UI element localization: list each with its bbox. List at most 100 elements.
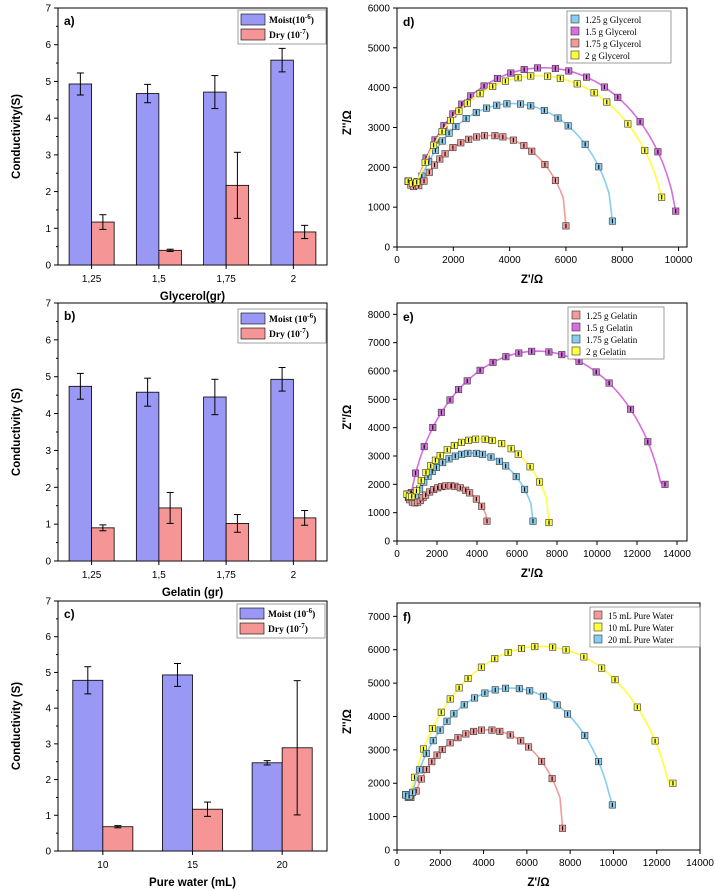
x-tick-label: 1,5: [152, 274, 166, 285]
legend-swatch: [240, 312, 266, 325]
legend-label-exponent: -7: [299, 622, 305, 630]
y-tick-label: 7000: [368, 338, 391, 349]
y-tick-label: 2000: [368, 480, 391, 491]
y-tick-label: 5000: [368, 43, 391, 54]
legend-label: 2 g Glycerol: [585, 51, 630, 61]
y-tick-label: 6: [45, 632, 51, 643]
fit-curve: [406, 452, 534, 522]
x-tick-label: 1,5: [152, 570, 166, 581]
legend-label-close: ): [306, 329, 309, 340]
x-tick-label: 0: [394, 549, 400, 560]
bar: [68, 83, 93, 266]
x-tick-label: 8000: [611, 255, 634, 266]
x-tick-label: 1,75: [216, 570, 236, 581]
legend-label: 1.75 g Gelatin: [586, 335, 638, 345]
legend-marker: [571, 322, 581, 332]
legend-label: 10 mL Pure Water: [608, 623, 674, 633]
bar: [203, 396, 227, 562]
x-tick-label: 8000: [559, 858, 582, 869]
legend-label-exponent: -7: [300, 28, 306, 36]
legend-label: Moist (10-6): [269, 312, 316, 325]
legend-swatch: [240, 327, 266, 340]
legend-marker: [570, 38, 580, 48]
legend-marker: [570, 50, 580, 60]
y-tick-label: 0: [384, 846, 390, 857]
bar: [270, 59, 294, 266]
y-axis-label: Z''/Ω: [342, 110, 354, 135]
x-tick-label: 6000: [555, 255, 578, 266]
y-axis-label: Conductivity (S): [11, 388, 23, 476]
y-tick-label: 0: [45, 261, 51, 272]
legend-label-close: ): [305, 624, 308, 635]
legend-label-close: ): [306, 30, 309, 41]
x-tick-label: 10000: [583, 549, 611, 560]
legend-label-exponent: -6: [305, 13, 311, 21]
legend-label: 15 mL Pure Water: [608, 611, 674, 621]
bar-chart-b: 0 1 2 3 4 5 6 7 1,25 1,5 1,75 2 b) Gelatin (gr) Conduc…: [11, 299, 328, 599]
x-tick-label: 10: [97, 860, 109, 871]
y-tick-label: 3000: [368, 452, 391, 463]
fit-curve: [405, 687, 614, 806]
legend-label: Dry (10-7): [269, 327, 309, 340]
y-tick-label: 2: [45, 775, 51, 786]
x-tick-label: 4000: [466, 549, 489, 560]
y-tick-label: 5000: [368, 679, 391, 690]
y-axis-label: Conductivity (S): [11, 682, 23, 770]
x-tick-label: 4000: [498, 255, 521, 266]
y-tick-label: 5: [45, 77, 51, 88]
y-tick-label: 4: [45, 704, 51, 715]
x-tick-label: 12000: [643, 858, 671, 869]
nyquist-chart-d: 0 1000 2000 3000 4000 5000 6000 0 2000 4000 6000 80…: [342, 4, 693, 287]
y-tick-label: 2: [45, 483, 51, 494]
bar: [270, 378, 294, 562]
legend-label-close: ): [311, 15, 314, 26]
panel-label: d): [403, 15, 414, 29]
bar-chart-c: 0 1 2 3 4 5 6 7 10 15 20 c) Pure water (mL) Conductiv…: [11, 597, 328, 889]
x-axis-label: Z'/Ω: [527, 877, 549, 889]
y-axis-label: Z''/Ω: [342, 709, 354, 734]
y-tick-label: 3: [45, 446, 51, 457]
panel-label: c): [64, 607, 75, 621]
legend-label-exponent: -6: [307, 312, 313, 320]
y-tick-label: 5000: [368, 395, 391, 406]
fit-curve: [406, 350, 666, 496]
legend-label: 2 g Gelatin: [586, 347, 626, 357]
x-tick-label: 6000: [506, 549, 529, 560]
y-axis-label: Conductivity(S): [11, 94, 23, 179]
x-tick-label: 20: [277, 860, 289, 871]
y-tick-label: 6000: [368, 4, 391, 15]
legend-label: 1.25 g Glycerol: [585, 15, 642, 25]
legend-label: 1.75 g Glycerol: [585, 39, 642, 49]
x-axis-label: Z'/Ω: [521, 568, 543, 580]
bar: [135, 93, 160, 266]
y-tick-label: 3000: [368, 123, 391, 134]
x-tick-label: 2000: [426, 549, 449, 560]
y-tick-label: 7: [45, 597, 51, 608]
y-tick-label: 4000: [368, 83, 391, 94]
legend-label-close: ): [313, 314, 316, 325]
legend-label-close: ): [312, 609, 315, 620]
y-tick-label: 2000: [368, 779, 391, 790]
panel-label: f): [403, 610, 411, 624]
legend-box: [567, 306, 665, 360]
y-tick-label: 6: [45, 335, 51, 346]
bar: [158, 249, 182, 266]
legend-marker: [593, 634, 603, 644]
x-tick-label: 2000: [429, 858, 452, 869]
y-tick-label: 0: [45, 557, 51, 568]
y-tick-label: 8000: [368, 310, 391, 321]
y-tick-label: 6000: [368, 645, 391, 656]
x-tick-label: 14000: [686, 858, 714, 869]
panel-label: a): [64, 14, 75, 28]
bar: [91, 527, 115, 562]
x-axis-label: Z'/Ω: [521, 274, 543, 286]
y-tick-label: 4: [45, 409, 51, 420]
x-tick-label: 14000: [663, 549, 691, 560]
y-tick-label: 3000: [368, 745, 391, 756]
y-tick-label: 2: [45, 187, 51, 198]
bar: [203, 91, 227, 266]
y-tick-label: 1: [45, 224, 51, 235]
legend-swatch: [239, 622, 265, 635]
plot-frame: [396, 302, 688, 542]
